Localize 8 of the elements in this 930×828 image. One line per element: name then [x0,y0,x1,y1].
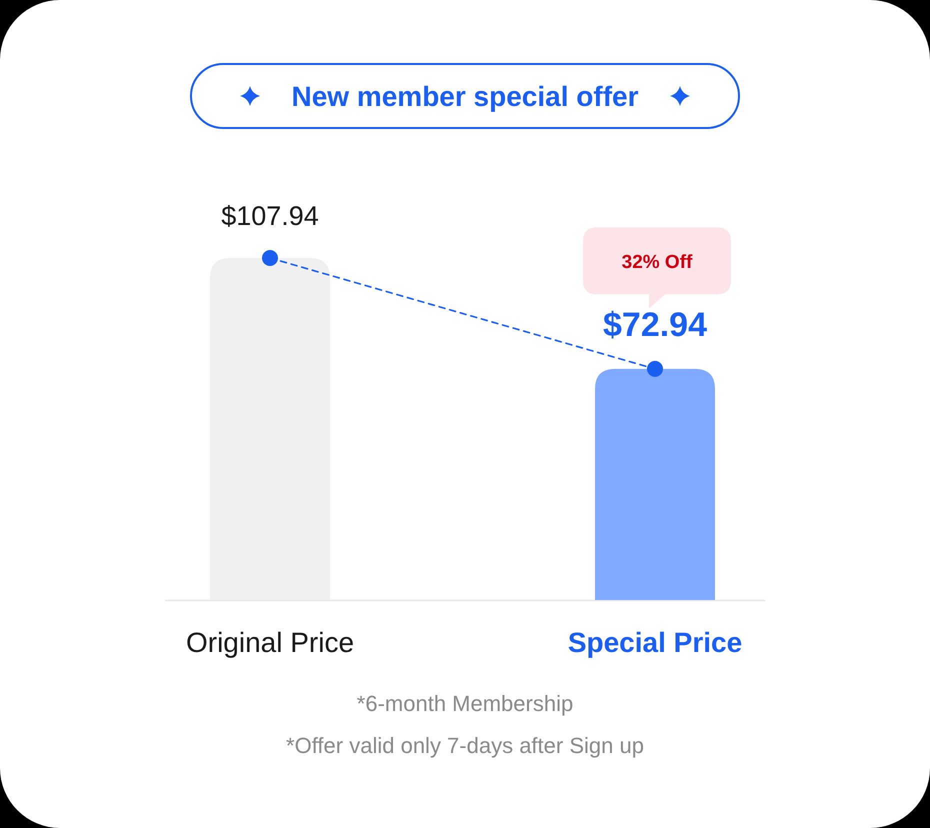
x-tick-label: Original Price [186,627,354,658]
chart-title: New member special offer [291,81,639,112]
text: *Offer valid only 7-days after Sign up [286,733,644,758]
data-label: $107.94 [221,201,319,231]
annotation: 32% Off [622,252,694,273]
data-label: $72.94 [603,306,708,344]
text: *6-month Membership [356,691,574,716]
x-tick-label: Special Price [568,627,742,658]
